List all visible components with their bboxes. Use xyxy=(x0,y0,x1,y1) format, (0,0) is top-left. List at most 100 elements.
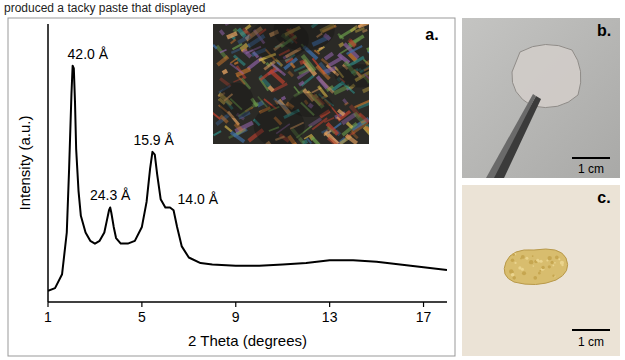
texture-streak xyxy=(301,54,317,72)
panel-letter: c. xyxy=(597,189,610,206)
texture-dark xyxy=(249,24,309,60)
texture-streak xyxy=(244,24,251,30)
texture-streak xyxy=(365,126,369,132)
texture-streak xyxy=(324,52,334,61)
header-text: produced a tacky paste that displayed xyxy=(4,1,205,15)
paste-texture xyxy=(555,256,559,260)
panel-c-photo xyxy=(462,185,620,356)
texture-dark xyxy=(219,83,254,118)
texture-streak xyxy=(345,134,358,144)
paste-texture xyxy=(548,256,552,260)
x-tick xyxy=(47,302,48,307)
texture-streak xyxy=(219,29,225,35)
paste-texture xyxy=(512,253,515,256)
texture-streak xyxy=(354,99,369,108)
panel-letter: a. xyxy=(425,26,438,43)
panel-letter: b. xyxy=(597,22,611,39)
texture-streak xyxy=(234,121,253,134)
paste-texture xyxy=(522,271,526,275)
x-tick-label: 13 xyxy=(322,309,338,325)
texture-streak xyxy=(327,137,339,144)
scale-bar-label: 1 cm xyxy=(578,335,604,349)
texture-streak xyxy=(230,39,236,45)
texture-streak xyxy=(337,33,344,40)
texture-streak xyxy=(318,62,330,76)
texture-streak xyxy=(346,122,354,129)
panel-b-photo xyxy=(462,18,620,178)
texture-streak xyxy=(298,81,305,87)
texture-streak xyxy=(281,96,286,101)
y-axis-title: Intensity (a.u.) xyxy=(16,115,33,210)
panel-a-frame xyxy=(8,18,455,356)
paste-texture xyxy=(552,275,554,277)
texture-streak xyxy=(222,69,228,75)
texture-streak xyxy=(311,136,325,144)
texture-streak xyxy=(260,67,277,81)
x-axis-title: 2 Theta (degrees) xyxy=(188,332,307,349)
texture-streak xyxy=(366,45,369,52)
texture-streak xyxy=(257,96,268,108)
texture-streak xyxy=(230,131,245,144)
texture-streak xyxy=(231,48,241,54)
texture-streak xyxy=(362,29,368,33)
texture-streak xyxy=(290,62,296,68)
texture-streak xyxy=(229,63,244,75)
texture-streak xyxy=(323,130,331,136)
texture-streak xyxy=(363,125,369,141)
texture-streak xyxy=(287,70,294,77)
paste-texture xyxy=(538,272,541,275)
paste-texture xyxy=(533,265,535,267)
paste-texture xyxy=(533,276,537,280)
x-axis xyxy=(48,301,447,303)
paste-texture xyxy=(525,257,528,260)
texture-streak xyxy=(346,45,363,55)
paste-texture xyxy=(511,271,513,273)
paste-texture xyxy=(546,259,548,261)
x-tick xyxy=(141,302,142,307)
paste-texture xyxy=(554,262,556,264)
xrd-line xyxy=(48,66,447,291)
paste-texture xyxy=(512,276,516,280)
paste-texture xyxy=(558,258,560,260)
texture-streak xyxy=(314,49,320,54)
texture-streak xyxy=(226,31,238,39)
texture-dark xyxy=(335,64,369,87)
film-sample xyxy=(512,44,581,107)
x-tick-label: 17 xyxy=(416,309,432,325)
texture-streak xyxy=(213,130,222,136)
scale-bar-label: 1 cm xyxy=(578,162,604,176)
paste-texture xyxy=(540,260,543,263)
paste-texture xyxy=(561,264,563,266)
paste-texture xyxy=(529,260,533,264)
panel-b-background xyxy=(462,18,620,178)
texture-streak xyxy=(336,116,341,120)
x-tick xyxy=(329,302,330,307)
texture-streak xyxy=(277,62,281,66)
paste-texture xyxy=(532,255,534,257)
texture-streak xyxy=(349,39,357,47)
paste-texture xyxy=(511,258,515,262)
paste-texture xyxy=(548,265,551,268)
x-tick-label: 1 xyxy=(44,309,52,325)
inset-photo xyxy=(213,24,369,144)
paste-texture xyxy=(541,266,544,269)
texture-streak xyxy=(225,24,238,26)
texture-streak xyxy=(216,55,229,66)
texture-streak xyxy=(324,117,335,123)
paste-texture xyxy=(521,268,524,271)
paste-texture xyxy=(511,273,515,277)
peak-label: 24.3 Å xyxy=(90,187,131,203)
paste-sample xyxy=(504,249,567,285)
texture-streak xyxy=(358,24,369,28)
paste-texture xyxy=(550,261,553,264)
figure: produced a tacky paste that displayed159… xyxy=(0,0,625,360)
paste-texture xyxy=(521,255,525,259)
peak-label: 15.9 Å xyxy=(133,132,174,148)
texture-streak xyxy=(333,84,350,95)
texture-streak xyxy=(242,49,252,59)
texture-streak xyxy=(234,122,244,132)
texture-streak xyxy=(220,49,227,53)
texture-streak xyxy=(234,61,239,65)
paste-texture xyxy=(536,259,539,262)
texture-streak xyxy=(293,86,300,94)
